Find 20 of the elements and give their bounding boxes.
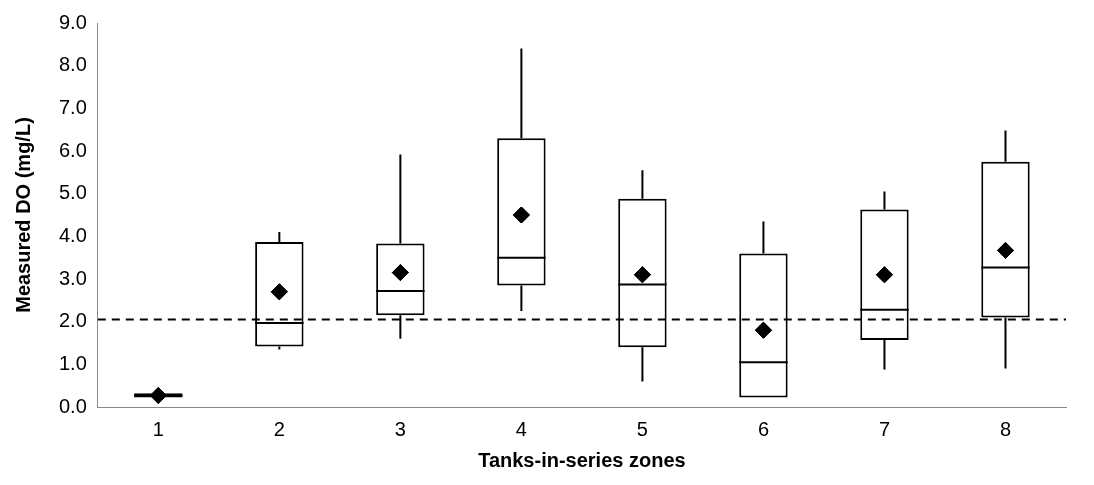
- y-tick-label: 8.0: [58, 53, 87, 76]
- x-tick-label: 8: [999, 417, 1012, 440]
- y-tick-label: 9.0: [58, 10, 87, 33]
- y-tick-label: 3.0: [58, 266, 87, 289]
- x-tick-label: 1: [152, 417, 164, 440]
- y-tick-label: 1.0: [58, 351, 87, 374]
- x-tick-label: 2: [273, 417, 285, 440]
- y-tick-label: 4.0: [58, 223, 87, 246]
- y-axis-title: Measured DO (mg/L): [11, 117, 34, 313]
- y-tick-label: 6.0: [58, 138, 87, 161]
- x-tick-label: 3: [394, 417, 406, 440]
- x-axis-title: Tanks-in-series zones: [478, 448, 686, 471]
- y-tick-label: 0.0: [58, 394, 87, 417]
- x-tick-label: 6: [757, 417, 769, 440]
- x-tick-label: 4: [515, 417, 527, 440]
- x-tick-label: 5: [636, 417, 648, 440]
- y-tick-label: 5.0: [58, 181, 87, 204]
- y-tick-label: 2.0: [58, 309, 87, 332]
- y-tick-label: 7.0: [58, 95, 87, 118]
- x-tick-label: 7: [878, 417, 891, 440]
